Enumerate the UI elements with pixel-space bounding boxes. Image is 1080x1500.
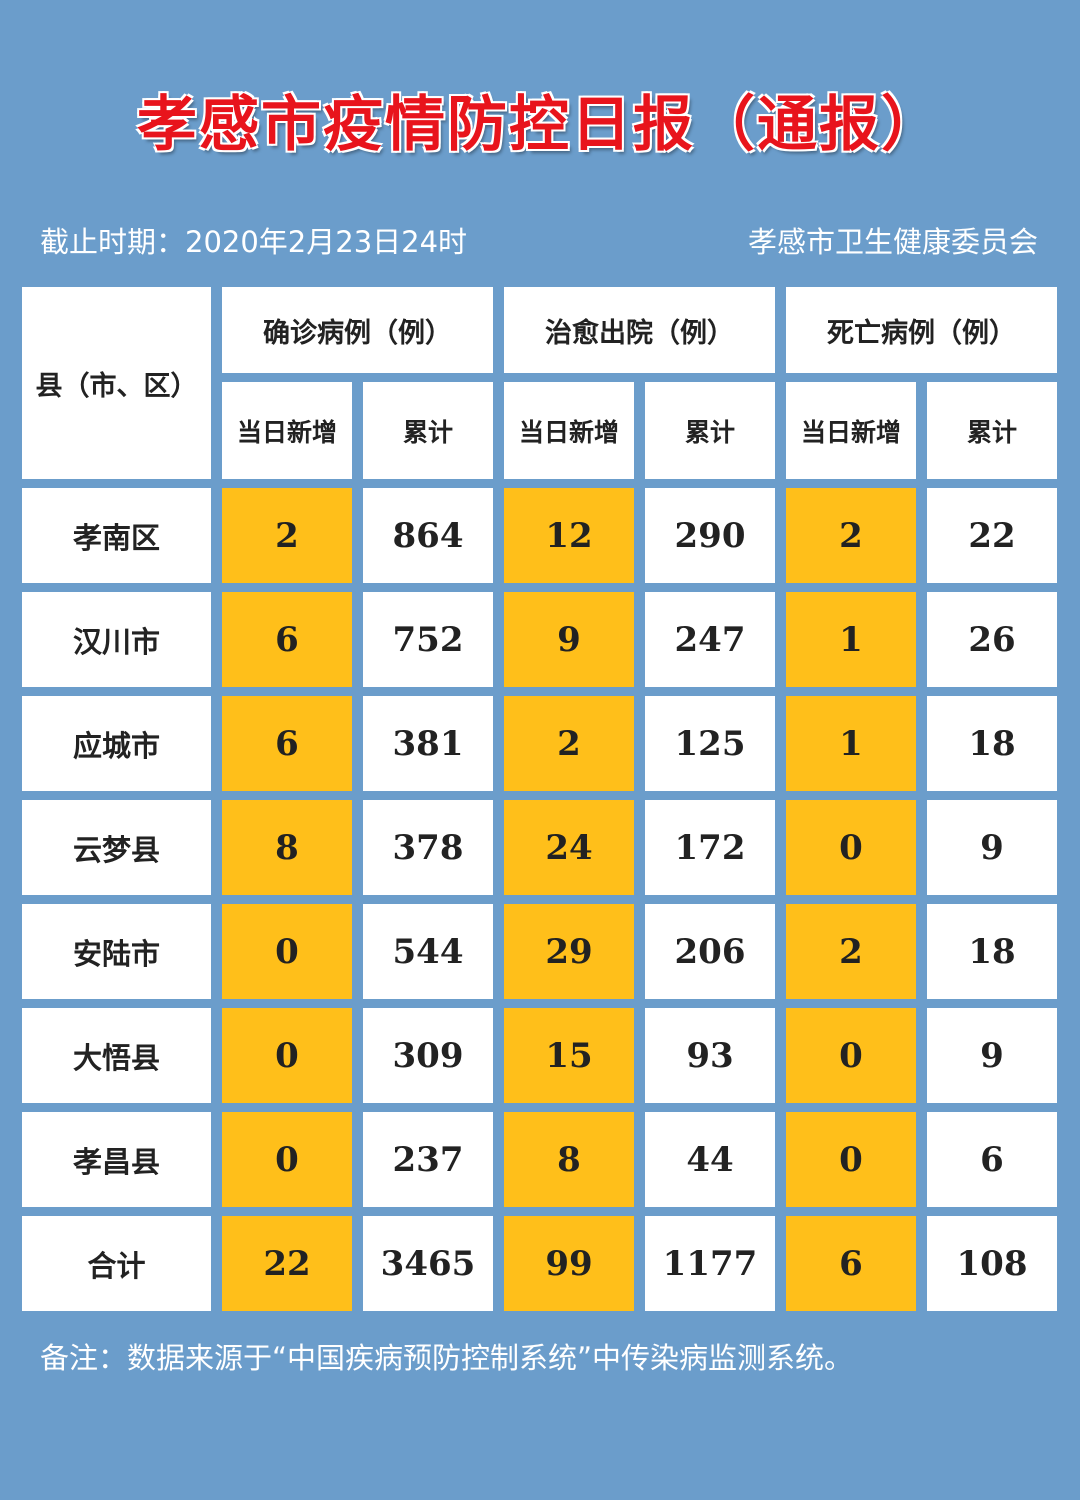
cell-deaths-total: 108 — [927, 1216, 1057, 1311]
cell-confirmed-new: 0 — [222, 1008, 352, 1103]
cell-confirmed-new: 22 — [222, 1216, 352, 1311]
group-header-recovered: 治愈出院（例） — [504, 287, 775, 373]
row-name: 孝昌县 — [22, 1112, 211, 1207]
subheader-confirmed-new: 当日新增 — [222, 382, 352, 479]
cell-recovered-total: 93 — [645, 1008, 775, 1103]
row-name: 安陆市 — [22, 904, 211, 999]
cell-confirmed-total: 3465 — [363, 1216, 493, 1311]
cell-confirmed-new: 0 — [222, 1112, 352, 1207]
cell-deaths-new: 1 — [786, 592, 916, 687]
row-name: 云梦县 — [22, 800, 211, 895]
cell-recovered-total: 172 — [645, 800, 775, 895]
cell-recovered-total: 290 — [645, 488, 775, 583]
cell-deaths-total: 18 — [927, 904, 1057, 999]
cell-recovered-total: 125 — [645, 696, 775, 791]
group-header-deaths: 死亡病例（例） — [786, 287, 1057, 373]
row-name: 孝南区 — [22, 488, 211, 583]
cell-confirmed-total: 309 — [363, 1008, 493, 1103]
epidemic-table: 县（市、区） 确诊病例（例） 治愈出院（例） 死亡病例（例） 当日新增 累计 当… — [22, 287, 1059, 1311]
cell-confirmed-new: 6 — [222, 592, 352, 687]
cell-deaths-new: 0 — [786, 1112, 916, 1207]
cell-deaths-new: 2 — [786, 904, 916, 999]
cell-confirmed-new: 0 — [222, 904, 352, 999]
cell-deaths-new: 1 — [786, 696, 916, 791]
cell-confirmed-total: 864 — [363, 488, 493, 583]
cell-recovered-new: 29 — [504, 904, 634, 999]
cutoff-date: 截止时期：2020年2月23日24时 — [40, 225, 468, 259]
county-header: 县（市、区） — [22, 287, 211, 479]
cell-confirmed-new: 8 — [222, 800, 352, 895]
cell-recovered-new: 2 — [504, 696, 634, 791]
cell-confirmed-new: 6 — [222, 696, 352, 791]
cell-deaths-new: 6 — [786, 1216, 916, 1311]
cell-deaths-total: 22 — [927, 488, 1057, 583]
subheader-confirmed-total: 累计 — [363, 382, 493, 479]
subheader-recovered-total: 累计 — [645, 382, 775, 479]
cell-recovered-total: 206 — [645, 904, 775, 999]
cell-deaths-total: 18 — [927, 696, 1057, 791]
cell-recovered-new: 24 — [504, 800, 634, 895]
group-header-confirmed: 确诊病例（例） — [222, 287, 493, 373]
row-name: 应城市 — [22, 696, 211, 791]
cell-confirmed-total: 381 — [363, 696, 493, 791]
issuer: 孝感市卫生健康委员会 — [747, 225, 1038, 259]
subheader-recovered-new: 当日新增 — [504, 382, 634, 479]
row-name: 合计 — [22, 1216, 211, 1311]
cell-recovered-total: 44 — [645, 1112, 775, 1207]
cell-confirmed-new: 2 — [222, 488, 352, 583]
cell-recovered-new: 12 — [504, 488, 634, 583]
page-title: 孝感市疫情防控日报（通报） — [137, 90, 943, 160]
cell-deaths-total: 6 — [927, 1112, 1057, 1207]
source-note: 备注：数据来源于“中国疾病预防控制系统”中传染病监测系统。 — [40, 1341, 854, 1375]
subheader-deaths-total: 累计 — [927, 382, 1057, 479]
cell-recovered-new: 99 — [504, 1216, 634, 1311]
cell-confirmed-total: 544 — [363, 904, 493, 999]
cell-recovered-total: 1177 — [645, 1216, 775, 1311]
cell-deaths-new: 2 — [786, 488, 916, 583]
cell-confirmed-total: 237 — [363, 1112, 493, 1207]
cell-recovered-new: 8 — [504, 1112, 634, 1207]
cell-deaths-total: 9 — [927, 800, 1057, 895]
cell-recovered-new: 15 — [504, 1008, 634, 1103]
cell-confirmed-total: 378 — [363, 800, 493, 895]
cell-recovered-total: 247 — [645, 592, 775, 687]
cell-deaths-total: 9 — [927, 1008, 1057, 1103]
cell-deaths-new: 0 — [786, 800, 916, 895]
row-name: 汉川市 — [22, 592, 211, 687]
cell-deaths-new: 0 — [786, 1008, 916, 1103]
row-name: 大悟县 — [22, 1008, 211, 1103]
cell-deaths-total: 26 — [927, 592, 1057, 687]
cell-confirmed-total: 752 — [363, 592, 493, 687]
cell-recovered-new: 9 — [504, 592, 634, 687]
subheader-deaths-new: 当日新增 — [786, 382, 916, 479]
